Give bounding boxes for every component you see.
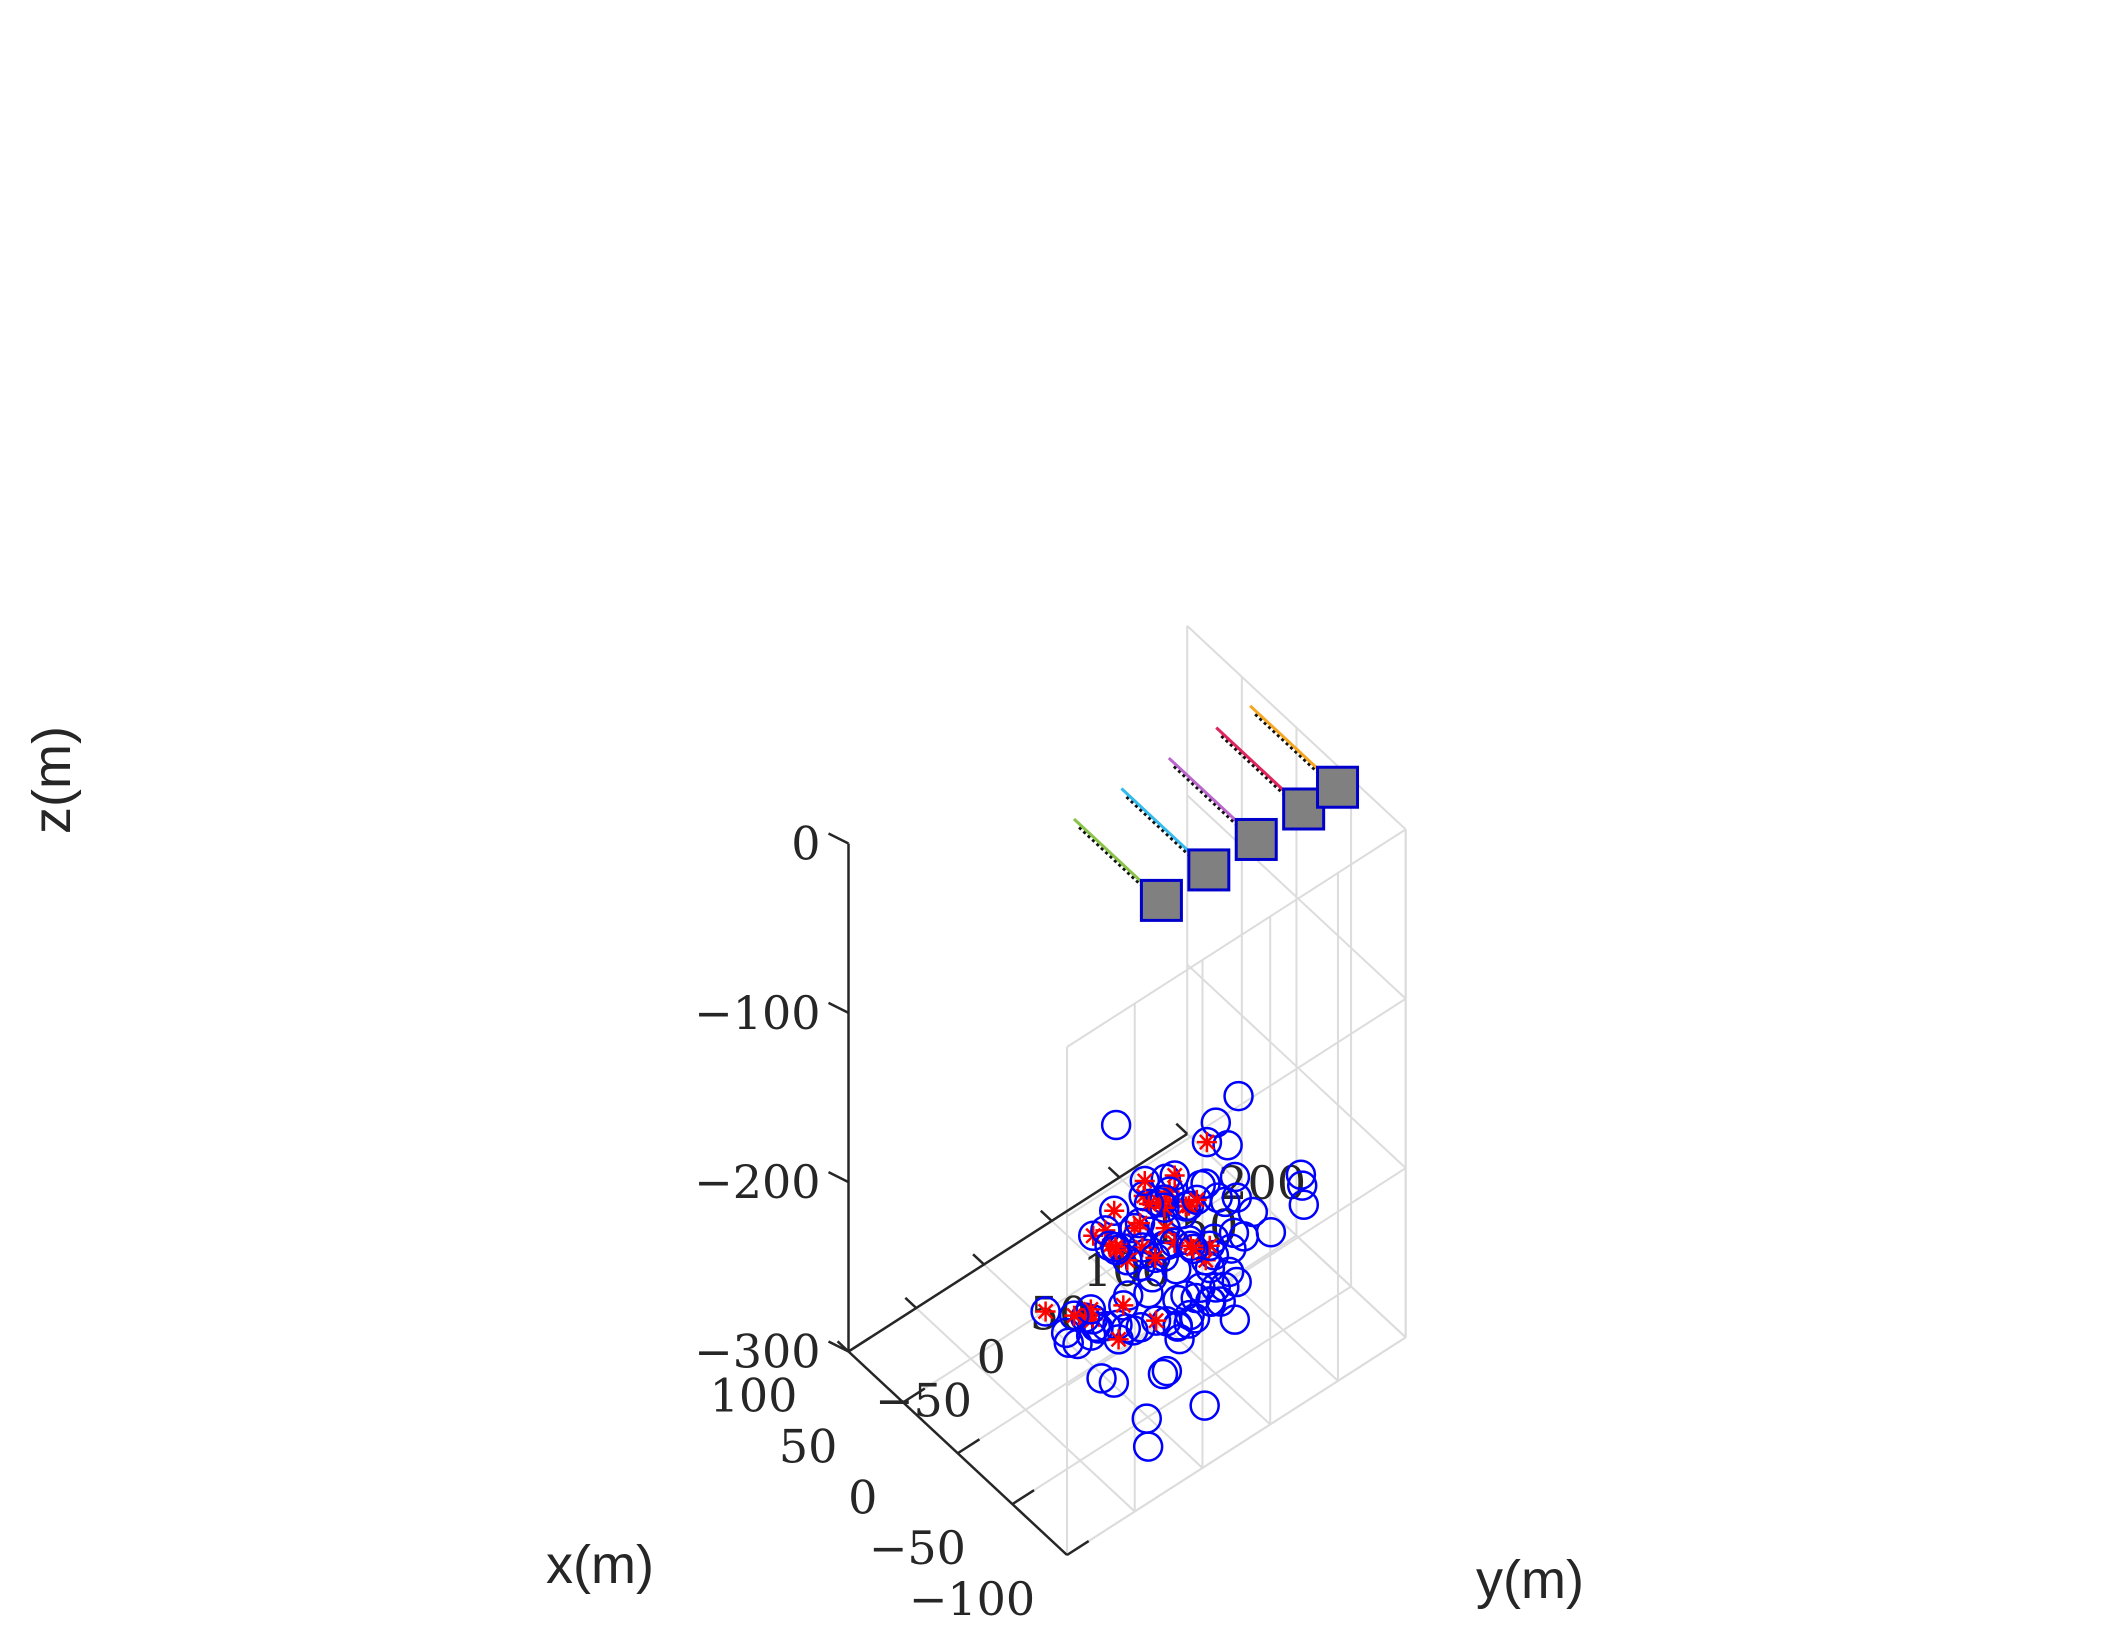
selected-node-point	[1075, 1294, 1107, 1325]
selected-node-point	[1098, 1195, 1130, 1227]
y-tick	[1175, 1122, 1189, 1135]
wall-gridline	[1186, 963, 1407, 1169]
sensor-node-point	[1285, 1159, 1317, 1190]
z-tick-label: 0	[791, 817, 820, 871]
z-tick-label: −300	[694, 1325, 820, 1379]
selected-node-point	[1103, 1324, 1134, 1355]
sensor-node-point	[1170, 1280, 1201, 1311]
z-tick	[827, 832, 850, 845]
y-tick	[904, 1296, 918, 1309]
floor-gridline	[1011, 1285, 1352, 1505]
sensor-node-point	[1216, 1233, 1247, 1264]
selected-node-point	[1108, 1290, 1139, 1321]
sensor-node-point	[1131, 1403, 1163, 1434]
wall-gridline	[1066, 997, 1407, 1218]
y-tick-label: 0	[977, 1330, 1006, 1384]
selected-node-point	[1124, 1207, 1156, 1239]
sensor-node-point	[1136, 1262, 1168, 1293]
x-tick-label: −50	[869, 1521, 966, 1575]
sensor-node-point	[1100, 1109, 1132, 1141]
selected-node-point	[1133, 1188, 1165, 1220]
sensor-node-point	[1174, 1299, 1205, 1331]
wall-gridline	[1066, 828, 1407, 1048]
x-tick-label: 50	[779, 1419, 838, 1473]
y-axis-line	[847, 1132, 1188, 1353]
sensor-node-point	[1255, 1217, 1287, 1248]
z-tick	[827, 1001, 850, 1014]
wall-gridline	[1186, 625, 1407, 831]
x-tick	[1011, 1489, 1035, 1506]
sensor-node-point	[1132, 1431, 1164, 1462]
sensor-node-point	[1133, 1277, 1164, 1309]
sensor-node-point	[1286, 1170, 1318, 1201]
z-tick-label: −200	[694, 1155, 820, 1209]
sensor-node-point	[1050, 1317, 1082, 1349]
floor-gridline	[957, 1234, 1297, 1455]
trajectories	[1072, 704, 1360, 922]
z-axis-label: z(m)	[22, 726, 82, 834]
vehicle-square-marker	[1316, 765, 1360, 809]
vehicle-square-marker	[1187, 848, 1231, 892]
sensor-node-point	[1151, 1355, 1183, 1387]
vehicle-square-marker	[1234, 817, 1278, 861]
selected-node-point	[1191, 1126, 1223, 1158]
wall-gridline	[1066, 1167, 1407, 1387]
selected-node-point	[1140, 1305, 1172, 1336]
data-points	[1030, 1080, 1320, 1462]
x-axis-label: x(m)	[546, 1535, 654, 1595]
sensor-node-point	[1223, 1080, 1254, 1112]
selected-node-point	[1058, 1300, 1090, 1331]
z-tick	[827, 1171, 850, 1184]
axes	[827, 832, 1189, 1557]
sensor-node-point	[1219, 1161, 1251, 1193]
sensor-node-point	[1212, 1129, 1243, 1161]
y-tick	[972, 1253, 985, 1266]
selected-node-point	[1181, 1184, 1213, 1216]
y-tick	[1107, 1166, 1121, 1179]
y-tick	[1039, 1209, 1053, 1222]
z-tick	[827, 1340, 850, 1353]
sensor-node-point	[1221, 1182, 1253, 1213]
y-tick-label: −50	[875, 1374, 972, 1428]
y-axis-label: y(m)	[1476, 1550, 1584, 1610]
selected-node-point	[1140, 1242, 1171, 1274]
floor-gridline	[1051, 1220, 1271, 1426]
sensor-node-point	[1086, 1363, 1117, 1394]
sensor-node-point	[1198, 1223, 1230, 1255]
sensor-node-point	[1219, 1304, 1251, 1335]
x-tick	[902, 1387, 926, 1404]
selected-node-point	[1030, 1296, 1061, 1327]
z-tick-label: −100	[694, 986, 820, 1040]
x-tick-label: 100	[710, 1369, 798, 1423]
x-tick-label: 0	[848, 1470, 877, 1524]
wall-gridline	[1066, 1336, 1407, 1556]
selected-node-point	[1129, 1165, 1161, 1197]
x-tick	[957, 1438, 981, 1455]
sensor-node-point	[1147, 1358, 1179, 1390]
x-tick-label: −100	[909, 1572, 1035, 1626]
wall-gridline	[1186, 794, 1407, 1000]
floor-gridline	[915, 1307, 1136, 1513]
sensor-node-point	[1221, 1266, 1252, 1298]
sensor-node-point	[1202, 1182, 1233, 1213]
x-tick	[1066, 1540, 1090, 1557]
vehicle-square-marker	[1139, 878, 1183, 922]
sensor-node-point	[1098, 1367, 1130, 1398]
sensor-node-point	[1189, 1390, 1220, 1421]
selected-node-point	[1100, 1231, 1131, 1263]
selected-node-point	[1178, 1233, 1209, 1265]
sensor-node-point	[1288, 1189, 1320, 1220]
x-tick	[847, 1336, 871, 1353]
